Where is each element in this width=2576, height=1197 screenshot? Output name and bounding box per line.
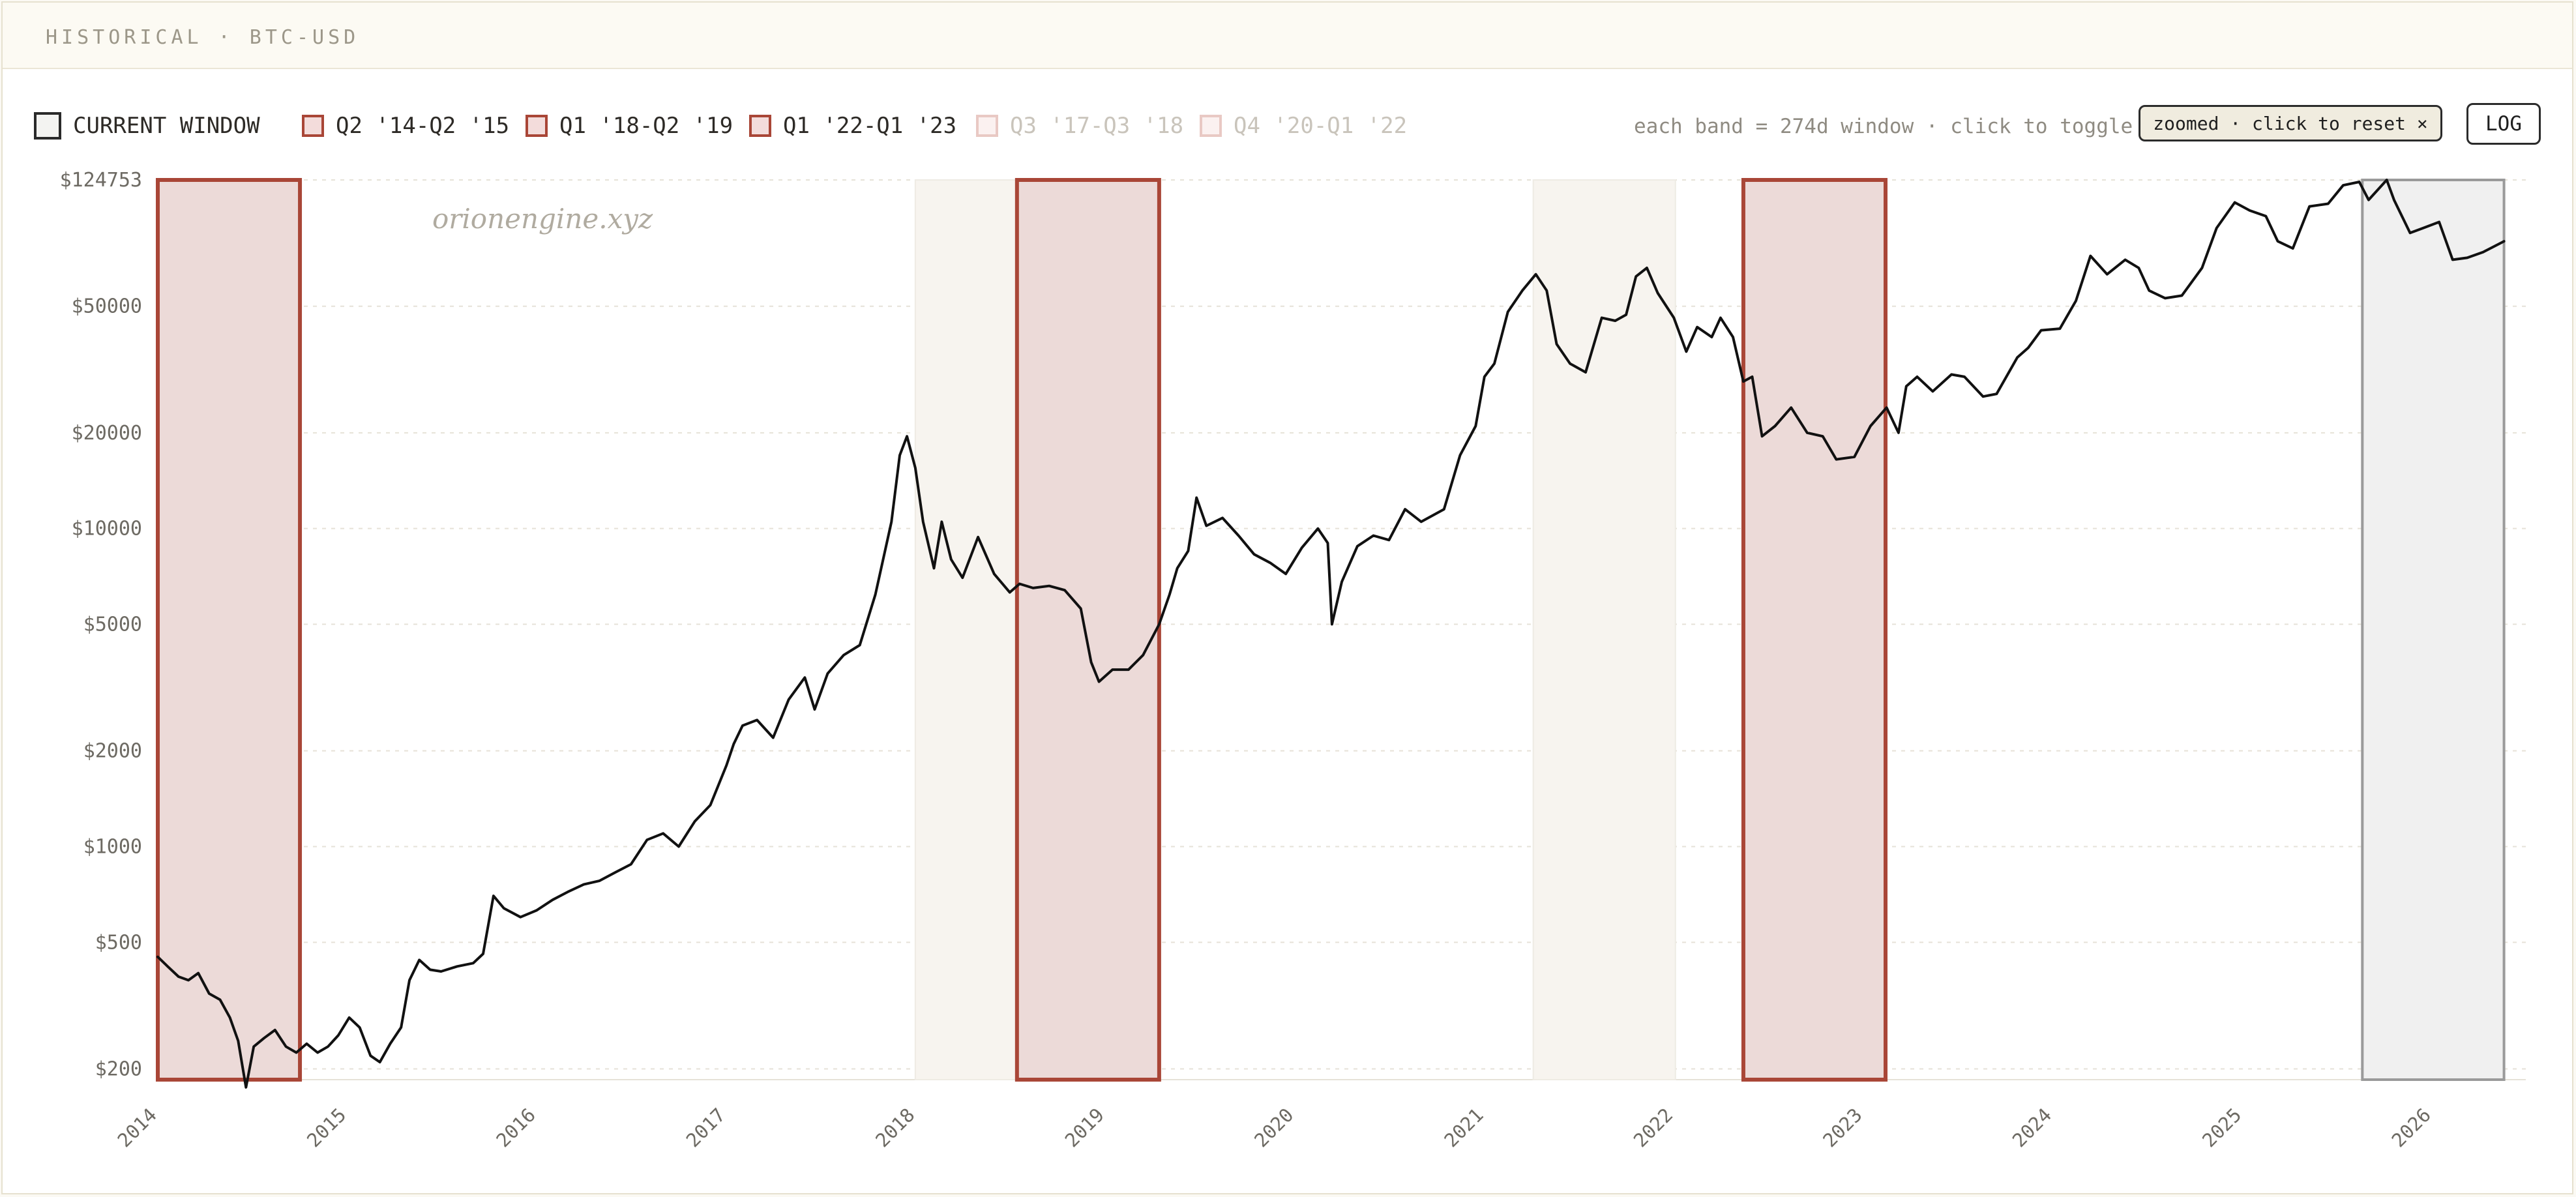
- x-tick-label: 2023: [1818, 1104, 1866, 1151]
- x-tick-label: 2018: [871, 1104, 919, 1151]
- x-tick-label: 2024: [2008, 1104, 2056, 1151]
- grid-layer: [158, 179, 2526, 1080]
- legend-label: Q2 '14-Q2 '15: [336, 113, 510, 139]
- band-swatch: [526, 115, 548, 137]
- legend-band-1[interactable]: Q2 '14-Q2 '15: [302, 103, 509, 149]
- band-layer: [156, 178, 2506, 1082]
- log-scale-toggle[interactable]: LOG: [2466, 103, 2541, 145]
- y-tick-label: $2000: [83, 740, 142, 763]
- y-tick-label: $5000: [83, 613, 142, 636]
- current-window-band: [2361, 179, 2506, 1081]
- legend-label: Q1 '22-Q1 '23: [783, 113, 957, 139]
- legend-label: Q1 '18-Q2 '19: [559, 113, 733, 139]
- line-layer: [156, 179, 2506, 1089]
- y-tick-label: $124753: [60, 169, 142, 192]
- x-tick-label: 2022: [1629, 1104, 1677, 1151]
- x-tick-label: 2020: [1250, 1104, 1297, 1151]
- legend-current-window[interactable]: CURRENT WINDOW: [34, 103, 260, 149]
- watermark: orionengine.xyz: [432, 203, 653, 235]
- current-window-swatch: [34, 112, 61, 140]
- legend-label: Q3 '17-Q3 '18: [1010, 113, 1184, 139]
- x-tick-label: 2017: [682, 1104, 730, 1151]
- legend-band-5[interactable]: Q4 '20-Q1 '22: [1200, 103, 1407, 149]
- band-inactive: [1532, 179, 1676, 1080]
- x-tick-label: 2021: [1440, 1104, 1487, 1151]
- band-swatch: [302, 115, 324, 137]
- y-tick-label: $1000: [83, 836, 142, 859]
- x-tick-label: 2019: [1061, 1104, 1108, 1151]
- controls-bar: CURRENT WINDOW Q2 '14-Q2 '15 Q1 '18-Q2 '…: [0, 103, 2576, 149]
- x-tick-label: 2026: [2387, 1104, 2435, 1151]
- band-swatch: [1200, 115, 1222, 137]
- x-tick-label: 2015: [303, 1104, 350, 1151]
- y-axis: $124753 $50000 $20000 $10000 $5000 $2000 $1000…: [60, 169, 142, 1080]
- x-axis: 2014 2015 2016 2017 2018 2019 2020 2021 2022 2023…: [113, 1104, 2435, 1151]
- band-hint: each band = 274d window · click to toggl…: [1634, 115, 2133, 138]
- x-tick-label: 2016: [492, 1104, 539, 1151]
- y-tick-label: $200: [95, 1057, 142, 1080]
- y-tick-label: $10000: [72, 518, 142, 540]
- band-swatch: [976, 115, 998, 137]
- band-active: [1741, 178, 1888, 1082]
- price-line: [156, 179, 2506, 1089]
- y-tick-label: $50000: [72, 295, 142, 318]
- legend-label: Q4 '20-Q1 '22: [1234, 113, 1408, 139]
- band-swatch: [749, 115, 771, 137]
- header-bar: HISTORICAL · BTC-USD: [3, 3, 2572, 69]
- legend-band-4[interactable]: Q3 '17-Q3 '18: [976, 103, 1183, 149]
- band-active: [1014, 178, 1161, 1082]
- legend-band-3[interactable]: Q1 '22-Q1 '23: [749, 103, 956, 149]
- page-title: HISTORICAL · BTC-USD: [46, 26, 360, 49]
- x-tick-label: 2025: [2198, 1104, 2245, 1151]
- y-tick-label: $20000: [72, 422, 142, 445]
- band-active: [156, 178, 303, 1082]
- x-tick-label: 2014: [113, 1104, 161, 1151]
- legend-label: CURRENT WINDOW: [73, 113, 260, 139]
- zoom-reset-button[interactable]: zoomed · click to reset ×: [2139, 105, 2442, 141]
- y-tick-label: $500: [95, 931, 142, 954]
- legend-band-2[interactable]: Q1 '18-Q2 '19: [526, 103, 733, 149]
